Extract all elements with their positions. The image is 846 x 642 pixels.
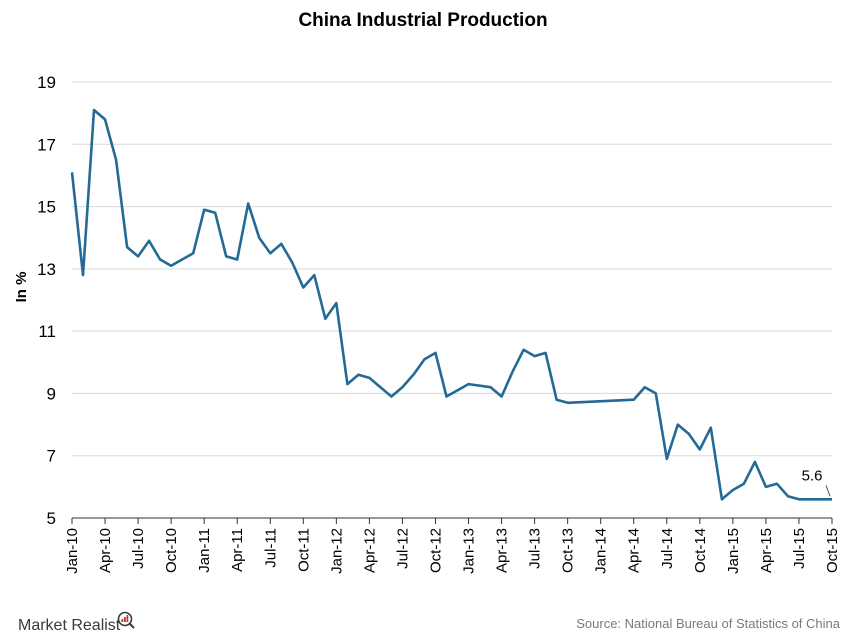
source-note: Source: National Bureau of Statistics of… [576, 616, 841, 631]
series-group [70, 108, 833, 501]
x-tick-label: Jul-12 [394, 528, 411, 569]
x-tick-label: Jan-10 [64, 528, 81, 574]
y-tick-label: 11 [38, 322, 56, 341]
x-tick-label: Apr-13 [494, 528, 511, 573]
x-axis: Jan-10 Apr-10 Jul-10 Oct-10 Jan-11 Apr-11 Jul-… [64, 517, 841, 574]
chart-title: China Industrial Production [298, 10, 547, 31]
y-axis-label: In % [13, 272, 30, 303]
brand-logo-icon [117, 611, 135, 629]
x-tick-label: Oct-14 [692, 528, 709, 573]
y-tick-label: 9 [47, 384, 56, 403]
x-tick-label: Jan-13 [461, 528, 478, 574]
annotation-group: 5.6 [802, 467, 831, 497]
y-tick-label: 17 [37, 135, 56, 154]
y-tick-label: 5 [47, 509, 56, 528]
y-tick-label: 13 [37, 260, 56, 279]
x-tick-label: Apr-11 [229, 528, 246, 572]
grid [72, 81, 832, 519]
y-tick-label: 19 [37, 73, 56, 92]
x-tick-label: Apr-12 [361, 528, 378, 573]
x-tick-label: Apr-10 [97, 528, 114, 573]
series-line [70, 108, 832, 501]
x-tick-label: Jan-11 [196, 528, 213, 573]
y-tick-label: 7 [47, 447, 56, 466]
x-tick-label: Oct-15 [824, 528, 841, 573]
x-tick-label: Jan-12 [328, 528, 345, 574]
x-tick-label: Jan-15 [725, 528, 742, 574]
x-tick-label: Jul-14 [659, 528, 676, 569]
annotation-leader [825, 485, 831, 497]
x-tick-label: Oct-11 [295, 528, 312, 572]
x-tick-label: Jul-15 [791, 528, 808, 569]
x-tick-label: Apr-15 [758, 528, 775, 573]
annotation-label: 5.6 [802, 467, 823, 484]
x-tick-label: Jul-10 [130, 528, 147, 569]
x-tick-label: Jul-11 [262, 528, 279, 568]
brand-name: Market Realist [18, 617, 121, 634]
y-tick-label: 15 [37, 198, 56, 217]
y-axis: 5 7 9 11 13 15 17 19 [37, 73, 56, 528]
x-tick-label: Oct-13 [560, 528, 577, 573]
x-tick-label: Jul-13 [527, 528, 544, 569]
x-tick-label: Apr-14 [626, 528, 643, 573]
x-tick-label: Oct-12 [427, 528, 444, 573]
x-tick-label: Jan-14 [593, 528, 610, 574]
x-tick-label: Oct-10 [163, 528, 180, 573]
